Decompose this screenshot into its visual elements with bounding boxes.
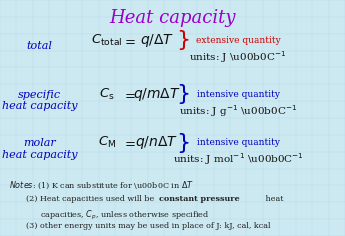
- Text: $\}$: $\}$: [176, 131, 189, 155]
- Text: $=$: $=$: [122, 88, 137, 101]
- Text: $\}$: $\}$: [176, 82, 189, 106]
- Text: heat: heat: [263, 195, 283, 203]
- Text: specific
heat capacity: specific heat capacity: [2, 90, 77, 111]
- Text: $C_\mathrm{s}$: $C_\mathrm{s}$: [99, 87, 115, 102]
- Text: (2) Heat capacities used will be: (2) Heat capacities used will be: [26, 195, 157, 203]
- Text: units: J mol$^{-1}$ \u00b0C$^{-1}$: units: J mol$^{-1}$ \u00b0C$^{-1}$: [172, 152, 304, 167]
- Text: $q/m\Delta T$: $q/m\Delta T$: [133, 86, 181, 103]
- Text: units: J \u00b0C$^{-1}$: units: J \u00b0C$^{-1}$: [189, 49, 287, 64]
- Text: constant pressure: constant pressure: [159, 195, 240, 203]
- Text: capacities, $C_p$, unless otherwise specified: capacities, $C_p$, unless otherwise spec…: [40, 209, 209, 222]
- Text: $q/\Delta T$: $q/\Delta T$: [140, 32, 174, 49]
- Text: units: J g$^{-1}$ \u00b0C$^{-1}$: units: J g$^{-1}$ \u00b0C$^{-1}$: [179, 103, 297, 119]
- Text: $C_\mathrm{total}$: $C_\mathrm{total}$: [91, 33, 123, 48]
- Text: intensive quantity: intensive quantity: [197, 90, 279, 99]
- Text: extensive quantity: extensive quantity: [196, 36, 280, 45]
- Text: molar
heat capacity: molar heat capacity: [2, 138, 77, 160]
- Text: total: total: [27, 41, 53, 51]
- Text: Heat capacity: Heat capacity: [109, 9, 236, 27]
- Text: $q/n\Delta T$: $q/n\Delta T$: [135, 134, 179, 151]
- Text: $=$: $=$: [122, 136, 137, 149]
- Text: $C_\mathrm{M}$: $C_\mathrm{M}$: [98, 135, 116, 150]
- Text: $\mathit{Notes}$: (1) K can substitute for \u00b0C in $\Delta T$: $\mathit{Notes}$: (1) K can substitute f…: [9, 179, 194, 191]
- Text: (3) other energy units may be used in place of J: kJ, cal, kcal: (3) other energy units may be used in pl…: [26, 222, 270, 230]
- Text: $\}$: $\}$: [176, 28, 189, 52]
- Text: intensive quantity: intensive quantity: [197, 138, 279, 147]
- Text: $=$: $=$: [122, 34, 137, 47]
